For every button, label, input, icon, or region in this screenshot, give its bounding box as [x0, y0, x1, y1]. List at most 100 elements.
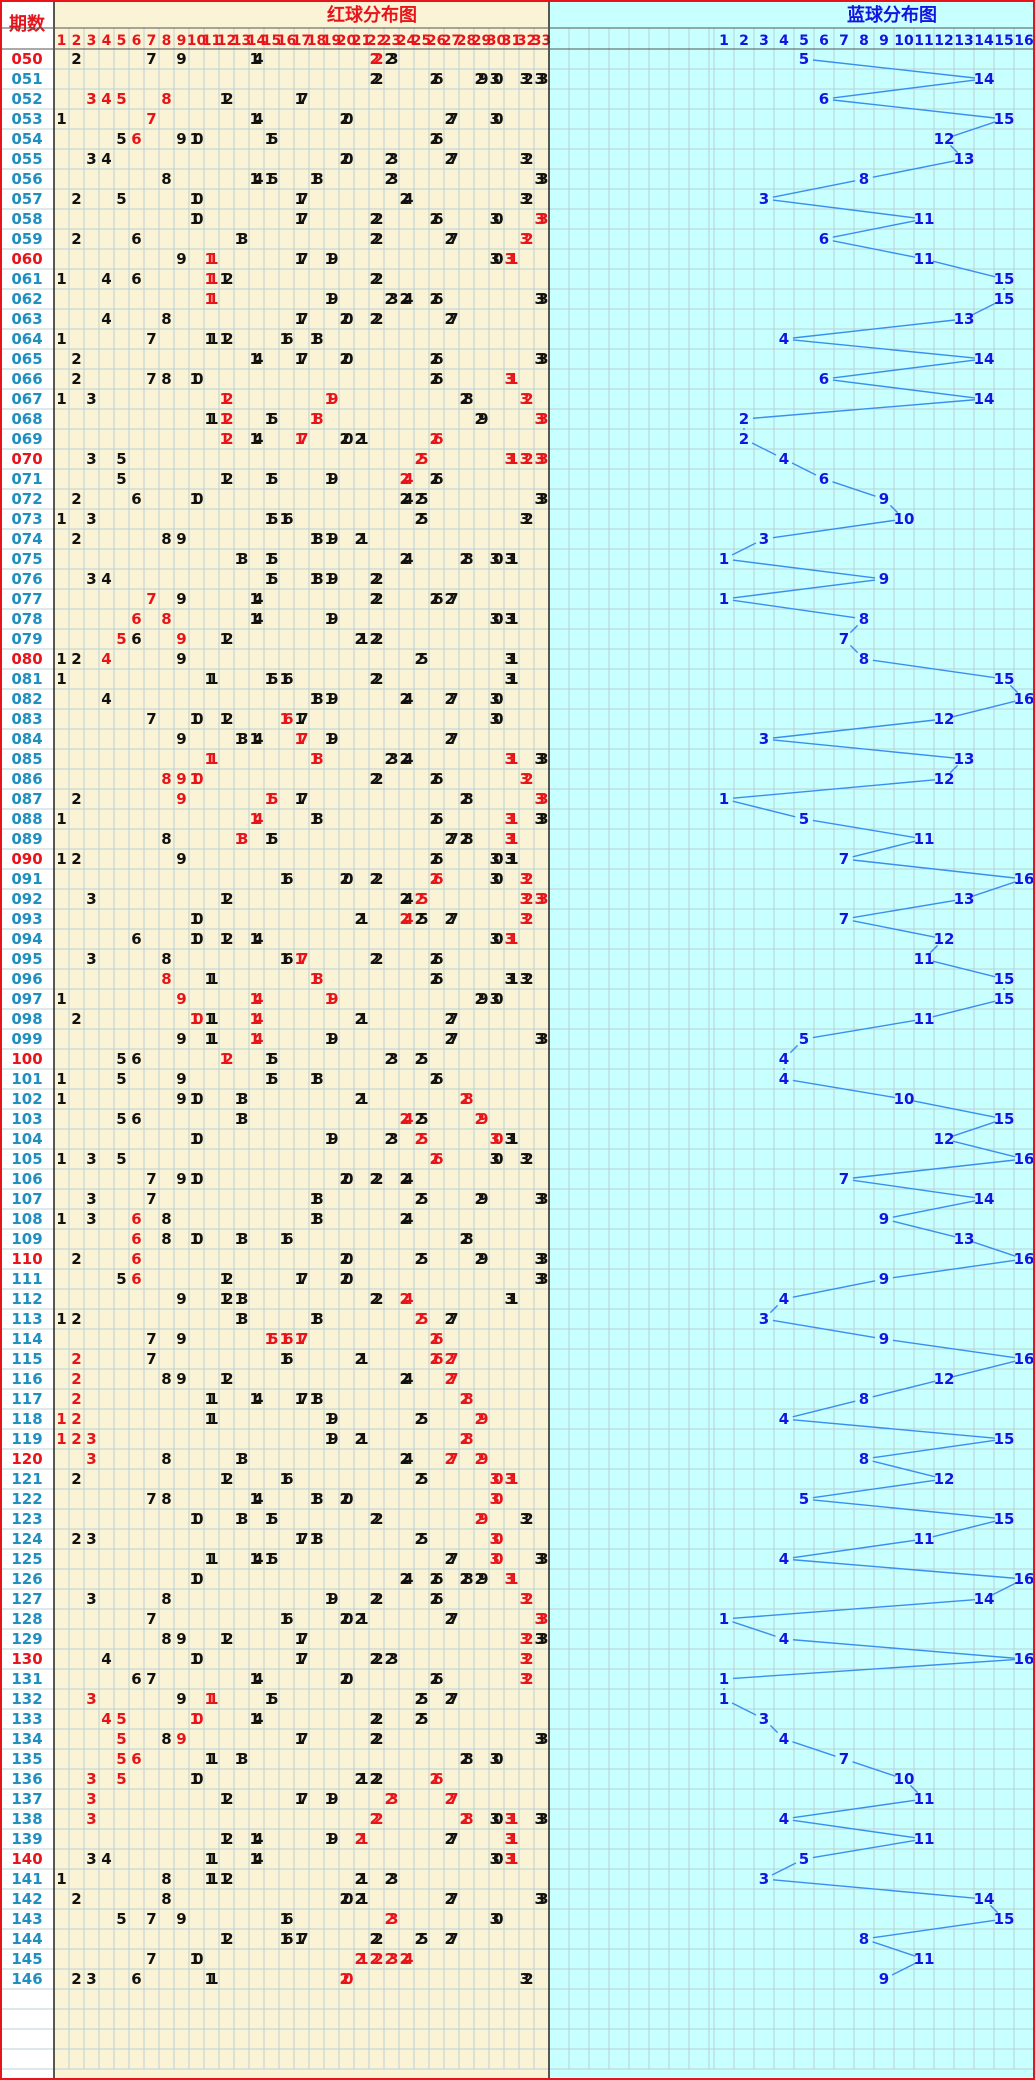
trend-segment [971, 302, 997, 316]
issue-number: 107 [11, 1190, 42, 1208]
red-ball-number: 18 [310, 1390, 324, 1408]
trend-segment [889, 504, 899, 514]
issue-number: 145 [11, 1950, 42, 1968]
red-ball-number: 33 [535, 1550, 549, 1568]
red-ball-number: 14 [250, 350, 264, 368]
trend-segment [752, 399, 976, 419]
red-ball-number: 5 [116, 1710, 126, 1728]
trend-segment [731, 542, 757, 556]
blue-ball-number: 15 [994, 1510, 1015, 1528]
red-ball-number: 11 [205, 1750, 219, 1768]
red-ball-number: 20 [340, 1670, 354, 1688]
red-ball-number: 4 [101, 310, 111, 328]
trend-segment [852, 1179, 976, 1199]
red-ball-number: 19 [325, 730, 339, 748]
issue-number: 092 [11, 890, 42, 908]
red-ball-number: 30 [490, 1810, 504, 1828]
issue-number: 094 [11, 930, 42, 948]
red-ball-number: 20 [340, 430, 354, 448]
red-ball-number: 19 [325, 610, 339, 628]
red-ball-number: 11 [205, 1690, 219, 1708]
trend-segment [769, 1304, 779, 1314]
red-ball-number: 30 [490, 1750, 504, 1768]
trend-segment [832, 481, 876, 497]
red-ball-number: 23 [385, 1790, 399, 1808]
red-ball-number: 32 [520, 770, 534, 788]
red-ball-number: 31 [505, 450, 519, 468]
trend-segment [732, 559, 876, 579]
red-ball-number: 1 [56, 650, 66, 668]
red-ball-number: 24 [400, 1110, 414, 1128]
red-ball-number: 28 [460, 390, 474, 408]
issue-number: 104 [11, 1130, 42, 1148]
red-ball-number: 19 [325, 1590, 339, 1608]
issue-number: 108 [11, 1210, 42, 1228]
trend-segment [791, 462, 817, 476]
red-column-number: 16 [277, 33, 296, 49]
trend-segment [792, 1741, 836, 1757]
red-ball-number: 24 [400, 1570, 414, 1588]
red-ball-number: 12 [220, 1370, 234, 1388]
red-ball-number: 12 [220, 1830, 234, 1848]
blue-ball-number: 11 [914, 250, 935, 268]
red-ball-number: 11 [205, 1970, 219, 1988]
issue-number: 111 [11, 1270, 42, 1288]
blue-ball-number: 16 [1014, 1650, 1035, 1668]
issue-number: 124 [11, 1530, 42, 1548]
blue-ball-number: 9 [879, 1330, 889, 1348]
red-ball-number: 11 [205, 270, 219, 288]
red-ball-number: 30 [490, 1910, 504, 1928]
issue-number: 099 [11, 1030, 42, 1048]
trend-segment [812, 1019, 916, 1039]
red-ball-number: 33 [535, 210, 549, 228]
red-ball-number: 23 [385, 1130, 399, 1148]
red-ball-number: 18 [310, 330, 324, 348]
red-ball-number: 12 [220, 410, 234, 428]
issue-number: 096 [11, 970, 42, 988]
red-ball-number: 26 [430, 1570, 444, 1588]
red-ball-number: 26 [430, 70, 444, 88]
red-ball-number: 19 [325, 390, 339, 408]
red-ball-number: 22 [370, 1170, 384, 1188]
issue-number: 081 [11, 670, 42, 688]
red-ball-number: 21 [355, 1870, 369, 1888]
red-ball-number: 9 [176, 1630, 186, 1648]
red-ball-number: 18 [310, 690, 324, 708]
red-ball-number: 12 [220, 390, 234, 408]
red-ball-number: 27 [445, 1370, 459, 1388]
blue-ball-number: 2 [739, 430, 749, 448]
red-ball-number: 5 [116, 1750, 126, 1768]
red-ball-number: 22 [370, 1930, 384, 1948]
red-ball-number: 12 [220, 890, 234, 908]
red-ball-number: 3 [86, 150, 96, 168]
red-ball-number: 12 [220, 930, 234, 948]
red-ball-number: 32 [520, 390, 534, 408]
red-ball-number: 10 [190, 930, 204, 948]
red-ball-number: 33 [535, 1610, 549, 1628]
red-ball-number: 24 [400, 1450, 414, 1468]
red-ball-number: 13 [235, 230, 249, 248]
red-ball-number: 27 [445, 1350, 459, 1368]
red-ball-number: 16 [280, 870, 294, 888]
issue-number: 128 [11, 1610, 42, 1628]
red-ball-number: 2 [71, 1350, 81, 1368]
red-ball-number: 23 [385, 150, 399, 168]
trend-segment [832, 240, 916, 258]
red-ball-number: 1 [56, 670, 66, 688]
red-ball-number: 22 [370, 230, 384, 248]
red-ball-number: 15 [265, 410, 279, 428]
trend-segment [792, 1819, 916, 1839]
red-ball-number: 31 [505, 810, 519, 828]
red-ball-number: 16 [280, 1350, 294, 1368]
red-ball-number: 31 [505, 830, 519, 848]
red-ball-number: 27 [445, 110, 459, 128]
trend-segment [892, 1200, 976, 1218]
red-ball-number: 21 [355, 1950, 369, 1968]
trend-segment [932, 1000, 996, 1018]
red-ball-number: 15 [265, 130, 279, 148]
trend-segment [852, 1761, 896, 1777]
red-ball-number: 11 [205, 670, 219, 688]
red-ball-number: 27 [445, 730, 459, 748]
red-ball-number: 16 [280, 950, 294, 968]
